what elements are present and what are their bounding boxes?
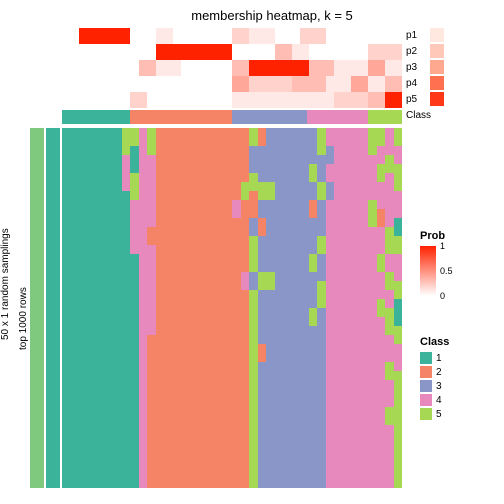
sidebar-rows (46, 128, 60, 488)
prob-row-labels: p1p2p3p4p5 (406, 28, 417, 108)
sidebar-sampling (30, 128, 44, 488)
chart-title: membership heatmap, k = 5 (0, 0, 504, 23)
prob-legend: Prob 10.50 (420, 230, 445, 298)
class-legend: Class 12345 (420, 336, 449, 422)
plot-area (62, 28, 402, 488)
ylabel-outer: 50 x 1 random samplings (0, 228, 11, 340)
class-annotation-bar (62, 110, 402, 124)
prob-gradient: 10.50 (420, 246, 436, 296)
class-legend-title: Class (420, 336, 449, 348)
class-bar-label: Class (406, 110, 431, 121)
ylabel-inner: top 1000 rows (18, 287, 29, 350)
main-heatmap (62, 128, 402, 488)
prob-annotation-rows (62, 28, 402, 108)
